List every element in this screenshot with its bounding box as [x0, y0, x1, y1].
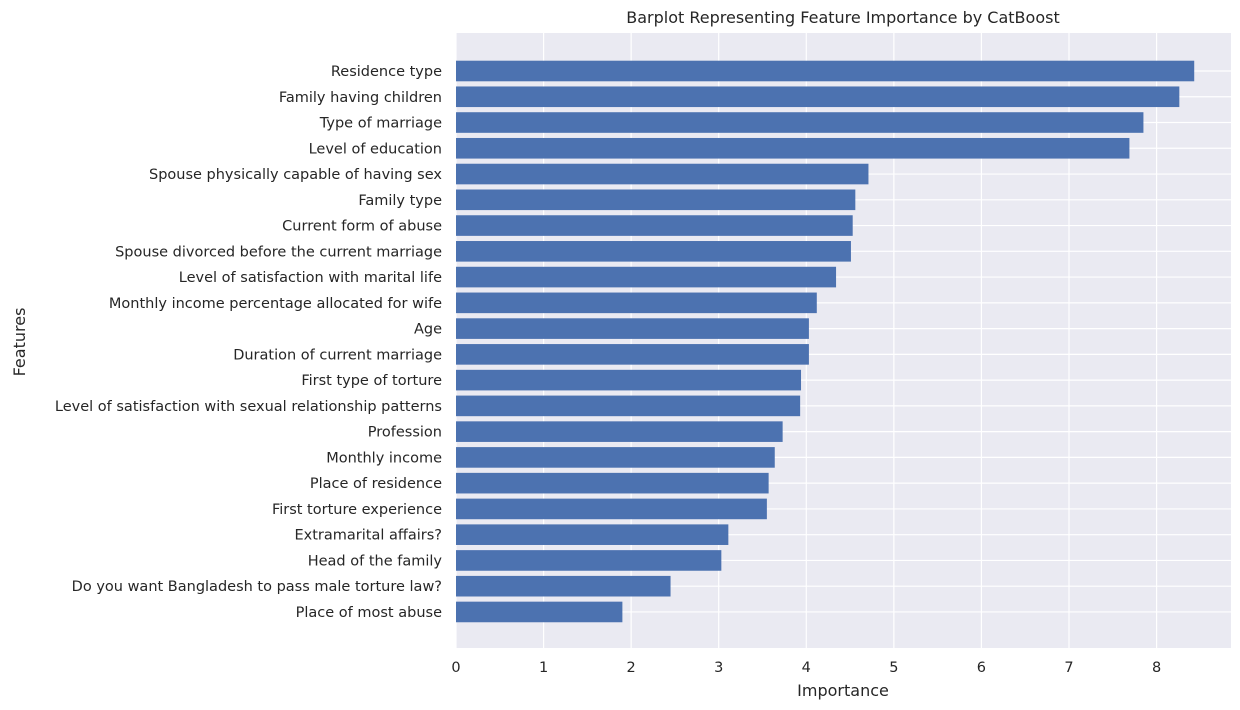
x-tick-label: 8	[1152, 660, 1161, 676]
x-tick-layer: 0 1 2 3 4 5 6 7 8	[451, 660, 1161, 676]
y-tick-label: Residence type	[331, 64, 442, 80]
y-tick-label: Monthly income	[326, 450, 442, 466]
bar	[456, 86, 1180, 108]
y-tick-label: Level of satisfaction with sexual relati…	[55, 399, 442, 415]
chart-title: Barplot Representing Feature Importance …	[626, 8, 1059, 27]
bar	[456, 421, 783, 442]
y-tick-label: First type of torture	[301, 373, 442, 389]
bar	[456, 292, 817, 314]
bar	[456, 395, 801, 417]
x-tick-label: 3	[714, 660, 723, 676]
bar	[456, 241, 851, 262]
bar	[456, 112, 1144, 133]
y-tick-label: First torture experience	[272, 502, 442, 518]
bar	[456, 550, 722, 571]
bar	[456, 318, 809, 339]
y-tick-label: Current form of abuse	[282, 219, 442, 235]
bar	[456, 189, 856, 211]
y-tick-label: Profession	[368, 425, 442, 441]
bar	[456, 215, 853, 236]
y-tick-label: Spouse divorced before the current marri…	[115, 244, 442, 260]
x-tick-label: 4	[802, 660, 811, 676]
bar	[456, 344, 809, 365]
y-axis-label: Features	[10, 308, 29, 377]
bar	[456, 498, 767, 520]
y-tick-label: Spouse physically capable of having sex	[149, 167, 442, 183]
y-tick-label: Monthly income percentage allocated for …	[109, 296, 442, 312]
y-tick-label: Place of residence	[310, 476, 442, 492]
y-tick-label: Head of the family	[308, 553, 443, 569]
bar	[456, 266, 837, 288]
bar	[456, 601, 623, 623]
bar	[456, 137, 1130, 159]
x-tick-label: 6	[977, 660, 986, 676]
x-tick-label: 0	[451, 660, 460, 676]
x-tick-label: 1	[539, 660, 548, 676]
y-tick-layer: Residence type Family having children Type…	[55, 64, 442, 621]
y-tick-label: Type of marriage	[319, 116, 442, 132]
bar	[456, 447, 775, 468]
bar	[456, 163, 869, 185]
x-tick-label: 5	[889, 660, 898, 676]
bar-layer	[456, 60, 1195, 623]
y-tick-label: Age	[414, 322, 442, 338]
x-axis-label: Importance	[797, 681, 889, 700]
y-tick-label: Do you want Bangladesh to pass male tort…	[72, 579, 442, 595]
plot-area	[456, 33, 1231, 648]
bar	[456, 524, 729, 545]
bar	[456, 472, 769, 494]
x-tick-label: 7	[1064, 660, 1073, 676]
bar	[456, 575, 671, 597]
y-tick-label: Family type	[358, 193, 442, 209]
y-tick-label: Place of most abuse	[296, 605, 442, 621]
bar	[456, 60, 1195, 82]
bar	[456, 369, 802, 391]
y-tick-label: Duration of current marriage	[233, 347, 442, 363]
y-tick-label: Family having children	[279, 90, 442, 106]
y-tick-label: Level of education	[309, 141, 442, 157]
y-tick-label: Extramarital affairs?	[295, 528, 443, 544]
y-tick-label: Level of satisfaction with marital life	[179, 270, 442, 286]
x-tick-label: 2	[627, 660, 636, 676]
